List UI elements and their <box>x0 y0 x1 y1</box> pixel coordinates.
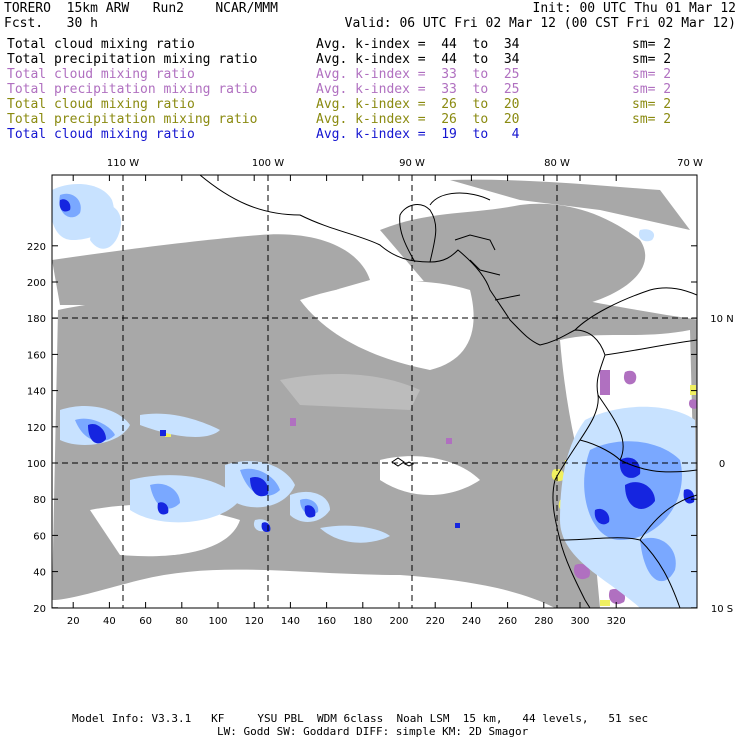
x-tick-label: 280 <box>534 616 553 627</box>
latitude-label: 10 S <box>711 604 733 615</box>
legend-range: Avg. k-index = 26 to 20 <box>316 97 520 112</box>
x-tick-label: 80 <box>175 616 188 627</box>
x-tick-label: 240 <box>462 616 481 627</box>
lat-lon-grid <box>52 175 697 608</box>
x-tick-label: 180 <box>353 616 372 627</box>
legend-sm: sm= 2 <box>632 67 672 82</box>
latitude-label: 10 N <box>710 314 733 325</box>
x-tick-label: 20 <box>67 616 80 627</box>
forecast-hour: Fcst. 30 h <box>4 16 98 31</box>
y-tick-label: 60 <box>33 531 46 542</box>
x-tick-label: 260 <box>498 616 517 627</box>
legend-range: Avg. k-index = 33 to 25 <box>316 67 520 82</box>
model-title: TORERO 15km ARW Run2 NCAR/MMM <box>4 1 278 16</box>
legend-sm: sm= 2 <box>632 37 672 52</box>
longitude-label: 100 W <box>252 158 284 169</box>
longitude-label: 70 W <box>677 158 703 169</box>
legend-label: Total precipitation mixing ratio <box>7 82 258 97</box>
legend-range: Avg. k-index = 26 to 20 <box>316 112 520 127</box>
y-tick-label: 20 <box>33 604 46 615</box>
x-tick-label: 120 <box>245 616 264 627</box>
y-tick-label: 140 <box>27 387 46 398</box>
x-tick-label: 300 <box>570 616 589 627</box>
model-info: Model Info: V3.3.1 KF YSU PBL WDM 6class… <box>72 712 649 725</box>
longitude-label: 90 W <box>399 158 425 169</box>
legend-label: Total cloud mixing ratio <box>7 37 195 52</box>
y-tick-label: 160 <box>27 350 46 361</box>
legend-sm: sm= 2 <box>632 97 672 112</box>
x-tick-label: 140 <box>281 616 300 627</box>
y-tick-label: 120 <box>27 423 46 434</box>
legend-range: Avg. k-index = 33 to 25 <box>316 82 520 97</box>
legend-label: Total cloud mixing ratio <box>7 67 195 82</box>
physics-info: LW: Godd SW: Goddard DIFF: simple KM: 2D… <box>217 725 529 738</box>
latitude-label: 0 <box>719 459 725 470</box>
legend-range: Avg. k-index = 44 to 34 <box>316 37 520 52</box>
y-tick-label: 200 <box>27 278 46 289</box>
legend-range: Avg. k-index = 19 to 4 <box>316 127 520 142</box>
legend-sm: sm= 2 <box>632 82 672 97</box>
x-tick-label: 40 <box>103 616 116 627</box>
legend-label: Total cloud mixing ratio <box>7 97 195 112</box>
y-tick-label: 220 <box>27 242 46 253</box>
legend-label: Total precipitation mixing ratio <box>7 112 258 127</box>
x-tick-label: 60 <box>139 616 152 627</box>
valid-time: Valid: 06 UTC Fri 02 Mar 12 (00 CST Fri … <box>344 16 736 31</box>
longitude-label: 110 W <box>107 158 139 169</box>
x-tick-label: 160 <box>317 616 336 627</box>
y-tick-label: 40 <box>33 568 46 579</box>
x-tick-label: 200 <box>389 616 408 627</box>
legend-label: Total cloud mixing ratio <box>7 127 195 142</box>
map-frame <box>51 174 698 609</box>
coastline <box>199 175 697 608</box>
init-time: Init: 00 UTC Thu 01 Mar 12 <box>532 1 737 16</box>
deep-blue-cores <box>59 199 695 533</box>
x-tick-label: 220 <box>426 616 445 627</box>
x-tick-label: 100 <box>208 616 227 627</box>
legend-sm: sm= 2 <box>632 112 672 127</box>
longitude-label: 80 W <box>544 158 570 169</box>
y-tick-label: 100 <box>27 459 46 470</box>
legend-sm: sm= 2 <box>632 52 672 67</box>
y-tick-label: 180 <box>27 314 46 325</box>
x-tick-label: 320 <box>607 616 626 627</box>
legend-label: Total precipitation mixing ratio <box>7 52 258 67</box>
legend-range: Avg. k-index = 44 to 34 <box>316 52 520 67</box>
y-tick-label: 80 <box>33 495 46 506</box>
